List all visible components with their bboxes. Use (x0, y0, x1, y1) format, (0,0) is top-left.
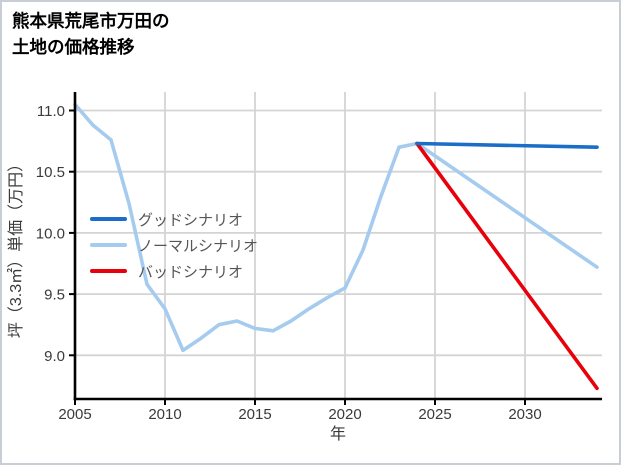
chart-title-line2: 土地の価格推移 (12, 37, 135, 57)
normal-scenario-line (73, 102, 599, 353)
legend-label-good: グッドシナリオ (138, 211, 244, 229)
x-tick-label-2005: 2005 (58, 406, 91, 423)
legend-item-normal: ノーマルシナリオ (90, 232, 258, 258)
series-lines (73, 102, 599, 391)
legend: グッドシナリオ ノーマルシナリオ バッドシナリオ (90, 206, 258, 284)
legend-item-bad: バッドシナリオ (90, 258, 258, 284)
bad-scenario-line-swatch (90, 269, 127, 273)
normal-scenario-line-swatch (90, 243, 127, 247)
x-tick-label-2030: 2030 (508, 406, 541, 423)
x-tick-label-2020: 2020 (328, 406, 361, 423)
legend-label-bad: バッドシナリオ (138, 263, 244, 281)
legend-item-good: グッドシナリオ (90, 206, 258, 232)
x-axis-title: 年 (330, 425, 346, 443)
bad-scenario-line (415, 141, 599, 391)
axes: 11.0 10.5 10.0 9.5 9.0 2005 2010 2015 2020 2025 20… (36, 92, 602, 423)
chart-title-line1: 熊本県荒尾市万田の (12, 11, 170, 31)
y-tick-label-9.5: 9.5 (44, 287, 65, 304)
x-tick-label-2025: 2025 (418, 406, 451, 423)
y-tick-label-10: 10.0 (36, 225, 65, 242)
good-scenario-line (415, 141, 599, 149)
x-tick-label-2010: 2010 (148, 406, 181, 423)
y-axis-title: 坪（3.3㎡）単価（万円） (7, 156, 25, 338)
good-scenario-line-swatch (90, 217, 127, 221)
y-tick-label-11: 11.0 (37, 103, 65, 120)
x-tick-label-2015: 2015 (238, 406, 271, 423)
y-tick-label-10.5: 10.5 (36, 164, 65, 181)
chart-title: 熊本県荒尾市万田の 土地の価格推移 (12, 8, 170, 60)
legend-label-normal: ノーマルシナリオ (138, 237, 259, 255)
y-tick-label-9: 9.0 (44, 348, 65, 365)
